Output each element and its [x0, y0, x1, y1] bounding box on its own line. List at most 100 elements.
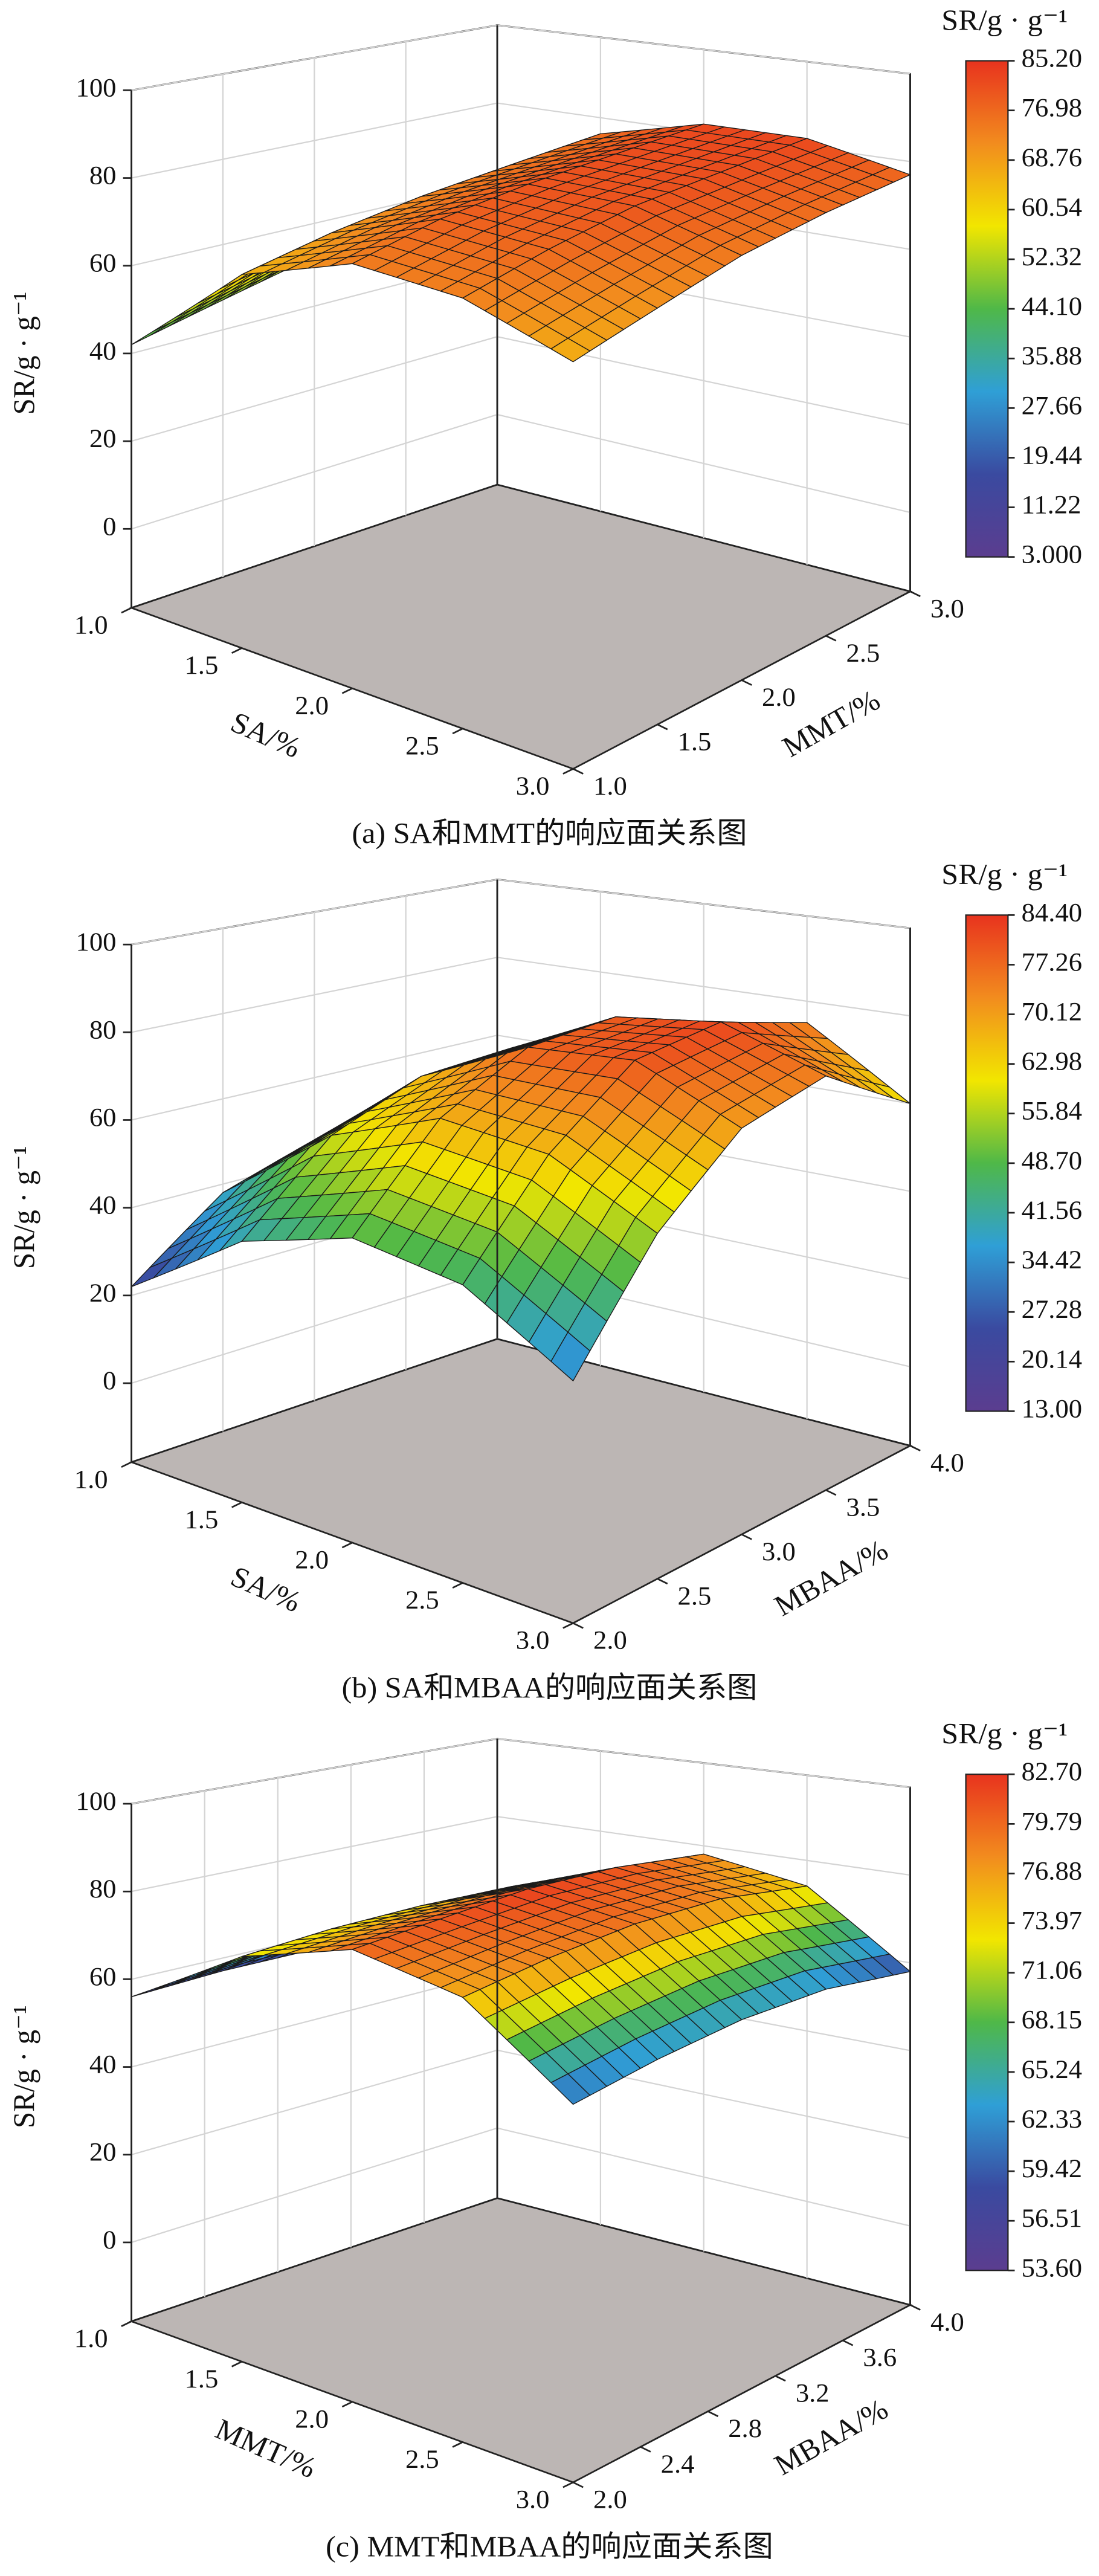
x-tick-label: 1.0 — [74, 2324, 108, 2353]
y-tick-label: 2.0 — [593, 2485, 627, 2514]
z-tick-label: 100 — [76, 1787, 117, 1816]
colorbar-tick-label: 76.98 — [1022, 93, 1082, 122]
colorbar-tick-label: 62.33 — [1022, 2104, 1082, 2133]
panel: 0 20 40 60 80 100 1.0 1.5 2.0 2.5 3.0 1.0 1.5 2.0 2.5 3… — [7, 4, 1082, 850]
x-tick — [562, 1622, 574, 1629]
x-tick-label: 3.0 — [516, 771, 550, 800]
colorbar — [965, 914, 1009, 1412]
y-tick-label: 3.5 — [846, 1493, 880, 1522]
y-tick — [707, 2410, 719, 2417]
y-tick-label: 2.5 — [846, 638, 880, 667]
y-tick — [825, 1489, 837, 1496]
colorbar-title: SR/g · g⁻¹ — [941, 4, 1068, 36]
y-tick — [909, 590, 921, 598]
caption: (c) MMT和MBAA的响应面关系图 — [326, 2530, 773, 2563]
colorbar-tick-label: 52.32 — [1022, 242, 1082, 271]
z-tick-label: 80 — [89, 161, 117, 190]
z-tick-label: 0 — [103, 2225, 116, 2254]
colorbar-tick-label: 53.60 — [1022, 2253, 1082, 2282]
colorbar — [965, 60, 1009, 558]
colorbar-tick-label: 68.76 — [1022, 143, 1082, 172]
colorbar-tick-label: 44.10 — [1022, 292, 1082, 321]
colorbar-tick-label: 48.70 — [1022, 1146, 1082, 1175]
z-tick-label: 60 — [89, 248, 117, 277]
y-tick — [640, 2446, 651, 2453]
panel: 0 20 40 60 80 100 1.0 1.5 2.0 2.5 3.0 2.0 2.5 3.0 3.5 4… — [7, 858, 1082, 1704]
x-tick — [452, 1582, 463, 1589]
x-tick — [452, 728, 463, 735]
y-tick — [741, 679, 752, 686]
colorbar-tick-label: 3.000 — [1022, 540, 1082, 569]
colorbar-tick-label: 20.14 — [1022, 1344, 1082, 1374]
colorbar-tick-label: 73.97 — [1022, 1906, 1082, 1935]
x-tick — [562, 768, 574, 775]
colorbar-tick-label: 70.12 — [1022, 997, 1082, 1026]
y-tick — [572, 1622, 584, 1629]
x-tick-label: 2.5 — [405, 1586, 439, 1615]
colorbar-tick-label: 27.66 — [1022, 391, 1082, 420]
surface-patch — [550, 2073, 591, 2105]
colorbar-tick-label: 19.44 — [1022, 441, 1082, 470]
x-tick-label: 1.5 — [184, 651, 218, 680]
z-tick-label: 100 — [76, 928, 117, 957]
colorbar-tick-label: 55.84 — [1022, 1096, 1082, 1125]
y-tick-label: 2.0 — [762, 683, 796, 712]
z-tick-label: 80 — [89, 1874, 117, 1903]
x-tick-label: 2.0 — [295, 1545, 329, 1574]
z-tick-label: 40 — [89, 2050, 117, 2079]
colorbar-tick-label: 60.54 — [1022, 192, 1082, 221]
y-tick-label: 3.0 — [930, 594, 964, 623]
x-tick-label: 2.5 — [405, 2445, 439, 2474]
colorbar-tick-label: 85.20 — [1022, 44, 1082, 73]
colorbar-tick-label: 13.00 — [1022, 1394, 1082, 1423]
colorbar-tick-label: 56.51 — [1022, 2204, 1082, 2233]
x-tick — [341, 687, 353, 694]
x-tick — [341, 2401, 353, 2408]
caption: (b) SA和MBAA的响应面关系图 — [342, 1671, 758, 1703]
colorbar-tick-label: 34.42 — [1022, 1245, 1082, 1274]
colorbar-tick-label: 68.15 — [1022, 2005, 1082, 2034]
z-tick-label: 20 — [89, 424, 117, 453]
y-tick — [842, 2339, 854, 2346]
y-tick — [572, 768, 584, 775]
colorbar-tick-label: 11.22 — [1022, 490, 1081, 519]
y-axis-title: MBAA/% — [769, 2392, 894, 2482]
x-tick — [231, 647, 242, 654]
y-tick-label: 3.0 — [762, 1537, 796, 1566]
z-tick-label: 100 — [76, 73, 117, 102]
z-tick-label: 80 — [89, 1015, 117, 1044]
surface-patch — [550, 338, 591, 363]
x-tick — [231, 2360, 242, 2368]
colorbar-tick-label: 71.06 — [1022, 1955, 1082, 1984]
colorbar-tick-label: 65.24 — [1022, 2055, 1082, 2084]
colorbar-tick-label: 82.70 — [1022, 1757, 1082, 1786]
z-tick-label: 0 — [103, 512, 116, 541]
x-tick-label: 1.5 — [184, 2364, 218, 2393]
y-tick-label: 3.6 — [863, 2343, 897, 2372]
y-tick — [909, 2304, 921, 2311]
z-tick-label: 0 — [103, 1366, 116, 1395]
grid-line — [131, 24, 910, 91]
y-tick-label: 1.5 — [678, 727, 712, 756]
x-tick-label: 3.0 — [516, 2485, 550, 2514]
colorbar-tick-label: 41.56 — [1022, 1195, 1082, 1224]
y-tick — [572, 2481, 584, 2488]
x-tick-label: 2.5 — [405, 731, 439, 760]
z-axis-title: SR/g · g⁻¹ — [7, 292, 41, 415]
panel: 0 20 40 60 80 100 1.0 1.5 2.0 2.5 3.0 2.0 2.4 2.8 3.2 3… — [7, 1717, 1082, 2563]
x-tick-label: 2.0 — [295, 2404, 329, 2433]
x-tick — [121, 607, 132, 614]
x-tick-label: 1.0 — [74, 1465, 108, 1494]
z-axis-title: SR/g · g⁻¹ — [7, 2005, 41, 2128]
x-tick-label: 3.0 — [516, 1625, 550, 1654]
z-axis-title: SR/g · g⁻¹ — [7, 1146, 41, 1269]
caption: (a) SA和MMT的响应面关系图 — [352, 817, 747, 850]
z-tick-label: 20 — [89, 2137, 117, 2166]
colorbar-tick-label: 59.42 — [1022, 2154, 1082, 2183]
colorbar-tick-label: 79.79 — [1022, 1807, 1082, 1836]
x-tick-label: 2.0 — [295, 691, 329, 720]
z-tick-label: 20 — [89, 1278, 117, 1307]
colorbar-tick-label: 35.88 — [1022, 341, 1082, 370]
